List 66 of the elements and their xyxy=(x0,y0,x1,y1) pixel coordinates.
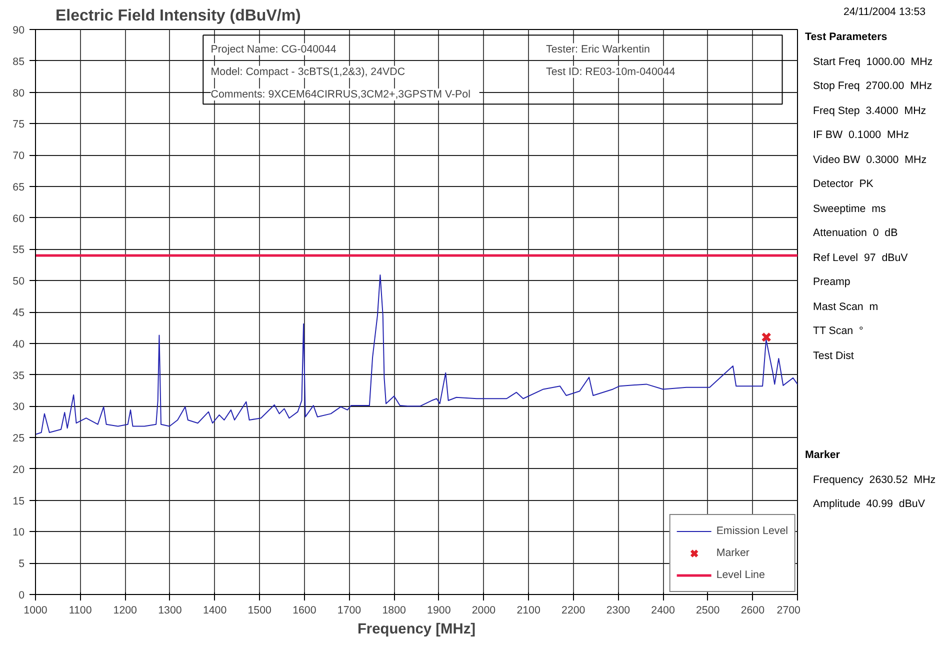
text: TT Scan ° xyxy=(812,324,864,340)
x-tick-label: 1700 xyxy=(337,604,362,616)
x-tick-label: 2600 xyxy=(740,604,765,616)
x-tick-label: 2400 xyxy=(651,604,675,616)
x-tick-label: 2500 xyxy=(696,604,720,616)
y-tick-label: 55 xyxy=(12,244,25,256)
y-tick-label: 60 xyxy=(12,212,25,225)
y-tick-label: 15 xyxy=(12,495,25,508)
text: Marker xyxy=(805,448,841,464)
x-tick-label: 1600 xyxy=(292,604,316,616)
text: Mast Scan m xyxy=(812,300,880,315)
text: Attenuation 0 dB xyxy=(812,226,899,242)
x-tick-label: 1400 xyxy=(202,604,227,616)
text: Start Freq 1000.00 MHz xyxy=(812,54,934,70)
y-tick-label: 10 xyxy=(12,526,25,539)
text: Sweeptime ms xyxy=(812,202,887,217)
text: Test Parameters xyxy=(805,30,888,46)
legend-label: Marker xyxy=(716,547,750,559)
x-tick-label: 1500 xyxy=(248,604,272,616)
x-tick-label: 2300 xyxy=(606,604,630,616)
x-tick-label: 1900 xyxy=(427,604,451,616)
text: Stop Freq 2700.00 MHz xyxy=(812,79,934,94)
line-series xyxy=(36,274,798,435)
y-tick-label: 25 xyxy=(12,432,25,445)
x-tick-label: 1800 xyxy=(382,604,406,616)
annotation: Comments: 9XCEM64CIRRUS,3CM2+,3GPSTM V-Pol xyxy=(210,88,470,100)
text: Video BW 0.3000 MHz xyxy=(812,152,928,168)
y-tick-label: 20 xyxy=(12,464,25,476)
text: Preamp xyxy=(812,275,852,290)
annotation: Test ID: RE03-10m-040044 xyxy=(546,66,676,78)
x-tick-label: 1000 xyxy=(24,604,48,616)
legend-label: Level Line xyxy=(716,569,765,581)
text: Freq Step 3.4000 MHz xyxy=(812,104,928,119)
y-tick-label: 85 xyxy=(12,56,25,68)
text: Detector PK xyxy=(812,177,874,192)
y-tick-label: 75 xyxy=(12,118,25,131)
annotation: Project Name: CG-040044 xyxy=(210,43,336,56)
y-tick-label: 30 xyxy=(12,401,25,414)
y-tick-label: 35 xyxy=(12,370,25,382)
y-tick-label: 90 xyxy=(12,24,25,36)
text: IF BW 0.1000 MHz xyxy=(812,128,910,144)
x-tick-label: 1100 xyxy=(68,604,92,616)
text: Amplitude 40.99 dBuV xyxy=(812,497,926,512)
y-tick-label: 45 xyxy=(12,307,25,319)
annotation: Model: Compact - 3cBTS(1,2&3), 24VDC xyxy=(210,66,406,78)
y-tick-label: 5 xyxy=(18,558,25,570)
text: Ref Level 97 dBuV xyxy=(812,250,909,266)
x-tick-label: 2100 xyxy=(516,604,540,616)
legend-label: Emission Level xyxy=(716,525,788,537)
x-tick-label: 1200 xyxy=(113,604,138,616)
x-tick-label: 1300 xyxy=(158,604,182,616)
x-axis-title: Frequency [MHz] xyxy=(357,622,476,638)
y-tick-label: 65 xyxy=(12,181,25,194)
text: Test Dist xyxy=(812,348,855,364)
x-tick-label: 2200 xyxy=(562,604,586,616)
chart-title: Electric Field Intensity (dBuV/m) xyxy=(56,8,301,24)
y-tick-label: 70 xyxy=(12,150,25,162)
y-tick-label: 0 xyxy=(18,590,25,602)
y-tick-label: 50 xyxy=(12,276,25,288)
y-tick-label: 80 xyxy=(12,87,25,100)
x-tick-label: 2700 xyxy=(776,604,801,616)
y-tick-label: 40 xyxy=(12,338,25,350)
x-tick-label: 2000 xyxy=(472,604,496,616)
text: 24/11/2004 13:53 xyxy=(842,5,926,20)
text: Frequency 2630.52 MHz xyxy=(812,472,936,488)
annotation: Tester: Eric Warkentin xyxy=(546,43,650,56)
